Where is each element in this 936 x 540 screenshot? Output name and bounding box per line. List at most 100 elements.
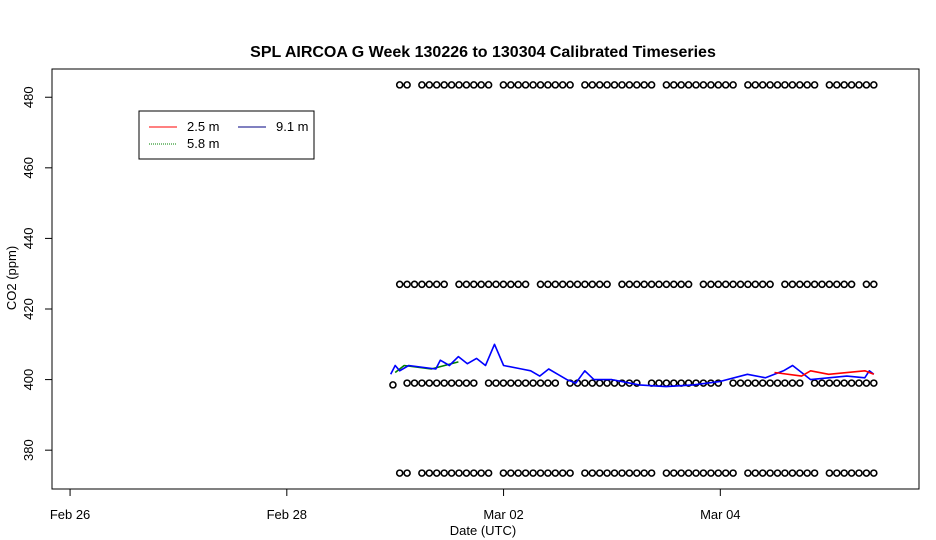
data-point: [862, 280, 871, 289]
data-point: [514, 280, 523, 289]
data-point: [506, 280, 515, 289]
data-point: [684, 469, 693, 477]
data-point: [462, 280, 471, 289]
data-point: [669, 469, 678, 477]
data-point: [869, 469, 878, 477]
y-axis: 380 400 420 440 460 480: [21, 86, 52, 461]
data-point: [832, 280, 841, 289]
data-point: [395, 469, 404, 477]
data-point: [462, 379, 471, 387]
x-tick-label: Mar 04: [700, 507, 740, 522]
data-point: [432, 280, 441, 289]
data-point: [544, 81, 552, 89]
data-point: [558, 469, 567, 477]
data-point: [662, 280, 671, 289]
data-point: [484, 379, 493, 387]
data-point: [595, 379, 604, 387]
legend-label: 5.8 m: [187, 136, 220, 151]
data-point: [581, 280, 589, 289]
data-point: [440, 81, 449, 89]
data-point: [432, 469, 441, 477]
data-point: [403, 81, 411, 89]
data-point: [588, 81, 597, 89]
data-point: [469, 469, 478, 477]
data-point: [751, 379, 760, 387]
data-point: [862, 81, 871, 89]
data-point: [514, 379, 523, 387]
data-point: [573, 280, 582, 289]
data-point: [447, 469, 456, 477]
data-point: [855, 379, 863, 387]
data-point: [469, 81, 478, 89]
data-point: [425, 280, 434, 289]
data-point: [869, 81, 878, 89]
data-point: [788, 469, 797, 477]
data-point: [781, 81, 789, 89]
x-tick-label: Feb 26: [50, 507, 90, 522]
data-point: [603, 280, 611, 289]
data-point: [736, 379, 745, 387]
data-point: [469, 280, 478, 289]
data-point: [773, 81, 782, 89]
data-lines: [389, 343, 875, 388]
data-point: [521, 81, 530, 89]
data-point: [618, 379, 626, 387]
y-tick-label: 400: [21, 369, 36, 391]
data-point: [625, 280, 634, 289]
y-tick-label: 380: [21, 439, 36, 461]
data-point: [736, 280, 745, 289]
data-point: [847, 469, 856, 477]
data-point: [551, 469, 560, 477]
data-point: [803, 81, 812, 89]
data-point: [395, 280, 404, 289]
y-tick-label: 480: [21, 86, 36, 108]
data-point: [440, 469, 449, 477]
data-point: [462, 469, 471, 477]
data-point: [699, 81, 708, 89]
data-point: [847, 379, 856, 387]
data-point: [566, 280, 574, 289]
data-point: [803, 469, 812, 477]
data-point: [714, 81, 723, 89]
data-point: [410, 379, 419, 387]
x-tick-label: Feb 28: [267, 507, 307, 522]
data-point: [803, 280, 812, 289]
data-point: [514, 81, 523, 89]
data-point: [521, 280, 530, 289]
data-point: [684, 81, 693, 89]
x-axis: Feb 26 Feb 28 Mar 02 Mar 04: [50, 489, 741, 522]
data-point: [632, 280, 641, 289]
data-point: [618, 81, 626, 89]
series-line-9-1-m: [389, 343, 875, 388]
data-point: [869, 280, 878, 289]
data-point: [692, 81, 700, 89]
data-point: [492, 379, 500, 387]
data-point: [677, 469, 686, 477]
data-point: [625, 81, 634, 89]
data-point: [588, 280, 597, 289]
data-point: [514, 469, 523, 477]
data-point: [669, 280, 678, 289]
data-point: [832, 81, 841, 89]
data-point: [714, 280, 723, 289]
data-point: [714, 469, 723, 477]
data-point: [825, 280, 834, 289]
data-point: [403, 280, 411, 289]
data-point: [721, 469, 730, 477]
data-point: [758, 379, 767, 387]
data-point: [655, 280, 663, 289]
data-point: [825, 81, 834, 89]
data-point: [647, 81, 656, 89]
data-point: [832, 469, 841, 477]
data-point: [499, 379, 508, 387]
data-point: [684, 280, 693, 289]
data-point: [418, 280, 426, 289]
data-point: [506, 379, 515, 387]
data-point: [729, 280, 737, 289]
data-point: [544, 379, 552, 387]
data-point: [855, 469, 863, 477]
data-point: [603, 379, 611, 387]
data-point: [581, 469, 589, 477]
data-point: [818, 280, 826, 289]
